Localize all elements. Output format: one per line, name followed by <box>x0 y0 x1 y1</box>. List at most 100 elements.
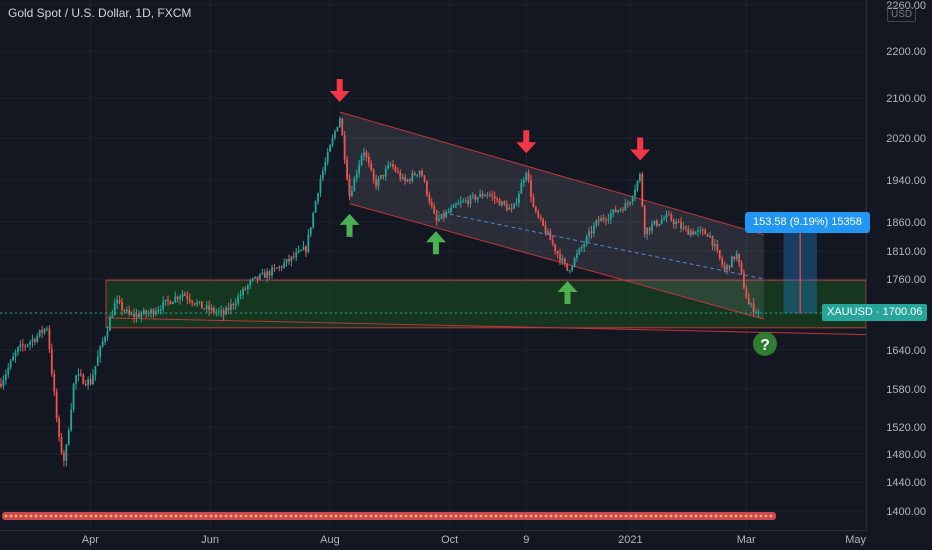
candle-body <box>491 195 494 197</box>
event-marker <box>84 514 88 518</box>
candle-body <box>314 201 317 213</box>
event-marker <box>279 514 283 518</box>
candle-body <box>571 266 574 271</box>
event-marker <box>199 514 203 518</box>
candle-body <box>488 194 491 196</box>
candle-body <box>273 267 276 269</box>
candle-body <box>622 209 624 211</box>
event-marker <box>594 514 598 518</box>
candle-body <box>501 201 503 206</box>
event-marker <box>724 514 728 518</box>
event-marker <box>14 514 18 518</box>
event-marker <box>309 514 313 518</box>
candle-body <box>590 231 593 234</box>
candle-body <box>94 365 97 375</box>
event-marker <box>254 514 258 518</box>
candle-body <box>752 303 755 313</box>
event-marker <box>229 514 233 518</box>
candle-body <box>174 296 177 303</box>
candle-body <box>387 165 390 169</box>
candle-body <box>651 224 653 231</box>
candle-body <box>191 301 194 304</box>
candle-body <box>128 309 131 315</box>
event-marker <box>64 514 68 518</box>
price-tick-label: 1520.00 <box>886 422 926 434</box>
candle-body <box>580 247 583 249</box>
event-marker <box>474 514 478 518</box>
event-marker <box>689 514 693 518</box>
candle-body <box>714 244 716 247</box>
candle-body <box>668 214 670 216</box>
candle-body <box>331 137 334 146</box>
candle-body <box>660 220 663 224</box>
event-marker <box>354 514 358 518</box>
event-marker <box>564 514 568 518</box>
candle-body <box>355 173 358 179</box>
event-marker <box>469 514 473 518</box>
event-marker <box>39 514 43 518</box>
time-tick-label: Oct <box>441 534 458 546</box>
candle-body <box>566 263 569 271</box>
event-marker <box>424 514 428 518</box>
candle-body <box>145 310 148 314</box>
time-tick-label: Apr <box>82 534 99 546</box>
event-marker <box>589 514 593 518</box>
candle-body <box>559 253 561 262</box>
event-marker <box>624 514 628 518</box>
candle-body <box>21 344 24 346</box>
candle-body <box>663 218 665 221</box>
candle-body <box>79 374 82 376</box>
candle-body <box>181 293 184 297</box>
candle-body <box>213 307 215 313</box>
candle-body <box>135 313 138 318</box>
candle-body <box>244 288 247 290</box>
candle-body <box>237 296 240 304</box>
candle-body <box>563 258 566 264</box>
candle-body <box>351 191 353 196</box>
currency-badge[interactable]: USD <box>887 7 917 22</box>
event-marker <box>714 514 718 518</box>
candle-body <box>157 309 160 312</box>
candle-body <box>573 258 576 267</box>
event-marker <box>364 514 368 518</box>
candle-body <box>496 198 498 200</box>
event-marker <box>224 514 228 518</box>
candle-body <box>152 309 155 315</box>
candle-body <box>421 170 423 177</box>
event-marker <box>619 514 623 518</box>
candle-body <box>527 172 530 180</box>
event-marker <box>234 514 238 518</box>
candle-body <box>232 303 235 306</box>
candle-body <box>733 256 736 260</box>
candle-body <box>701 229 704 231</box>
event-marker <box>344 514 348 518</box>
channel-upper-line <box>339 111 765 236</box>
candle-body <box>246 285 249 290</box>
candle-body <box>116 299 119 304</box>
candle-body <box>104 336 106 342</box>
candle-body <box>747 298 750 305</box>
candle-body <box>675 222 678 225</box>
candle-body <box>740 262 743 273</box>
event-marker <box>214 514 218 518</box>
candle-body <box>329 145 332 152</box>
event-marker <box>49 514 53 518</box>
symbol-title[interactable]: Gold Spot / U.S. Dollar, 1D, FXCM <box>8 6 192 20</box>
candle-body <box>53 373 56 392</box>
event-marker <box>404 514 408 518</box>
event-marker <box>69 514 73 518</box>
candle-body <box>200 301 203 309</box>
candle-body <box>745 288 748 299</box>
arrow-down-icon <box>516 130 537 154</box>
candle-body <box>63 452 65 461</box>
event-marker <box>54 514 58 518</box>
candle-body <box>140 314 143 318</box>
overlay-layer <box>0 225 866 520</box>
candle-body <box>510 208 513 210</box>
candle-body <box>520 183 523 194</box>
event-marker <box>434 514 438 518</box>
price-axis-background <box>867 0 932 550</box>
candle-body <box>684 227 687 229</box>
event-marker <box>479 514 483 518</box>
